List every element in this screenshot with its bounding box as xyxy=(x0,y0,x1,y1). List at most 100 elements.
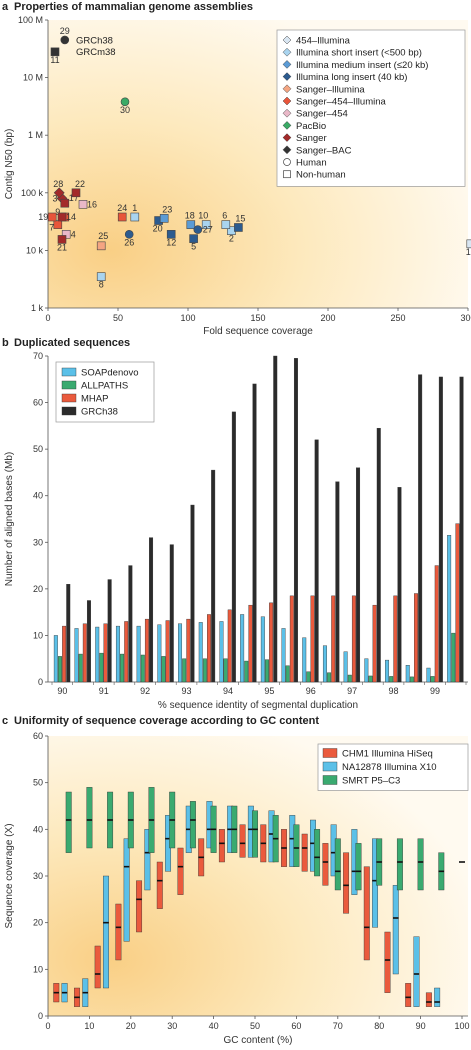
panel-c-x-tick-label: 100 xyxy=(454,1021,469,1031)
panel-c-box xyxy=(218,829,225,863)
panel-a-point-label: 4 xyxy=(71,229,76,239)
panel-c-y-tick-label: 10 xyxy=(33,964,43,974)
panel-c-legend-swatch xyxy=(322,761,338,772)
panel-c-y-label: Sequence coverage (X) xyxy=(4,823,15,928)
panel-b-bar xyxy=(140,654,145,683)
panel-b-bar xyxy=(376,427,381,683)
panel-c-x-tick-label: 50 xyxy=(250,1021,260,1031)
panel-a-point-label: 2 xyxy=(229,234,234,244)
panel-a-point xyxy=(60,35,70,45)
panel-b-x-tick-label: 95 xyxy=(264,686,274,696)
panel-b-x-tick-label: 93 xyxy=(182,686,192,696)
panel-b-bar xyxy=(186,618,191,683)
panel-c-x-tick-label: 20 xyxy=(126,1021,136,1031)
panel-a-point-label: 14 xyxy=(66,212,76,222)
panel-a-title: Properties of mammalian genome assemblie… xyxy=(14,1,253,13)
panel-a-annotation: GRCm38 xyxy=(76,47,116,58)
panel-c-box xyxy=(413,936,420,1007)
panel-c-x-tick-label: 30 xyxy=(167,1021,177,1031)
panel-b-bar xyxy=(302,637,307,683)
panel-b-legend-label: SOAPdenovo xyxy=(81,368,139,379)
panel-b-y-tick-label: 50 xyxy=(33,444,43,454)
panel-c-box xyxy=(363,866,370,961)
panel-a-legend-label: Sanger xyxy=(296,133,327,144)
panel-b-bar xyxy=(211,469,216,683)
panel-b-x-tick-label: 90 xyxy=(57,686,67,696)
panel-c-box xyxy=(314,829,321,877)
panel-a-legend-label: Illumina medium insert (≤20 kb) xyxy=(296,60,428,71)
panel-b-bar xyxy=(372,604,377,683)
panel-c-box xyxy=(293,824,300,867)
panel-c-x-tick-label: 60 xyxy=(291,1021,301,1031)
panel-a-legend-label: Sanger–Illumina xyxy=(296,84,365,95)
panel-a-legend-label: Non-human xyxy=(296,170,346,181)
panel-b-bar xyxy=(273,355,278,683)
panel-c-box xyxy=(94,945,101,989)
panel-a-point-label: 8 xyxy=(99,280,104,290)
panel-b-bar xyxy=(103,623,108,683)
panel-a-point-label: 20 xyxy=(153,224,163,234)
panel-a-y-label: Contig N50 (bp) xyxy=(4,129,15,200)
panel-a-point xyxy=(124,230,134,239)
panel-a-point xyxy=(193,225,203,234)
panel-b-bar xyxy=(347,674,352,683)
panel-a-letter: a xyxy=(2,1,9,13)
panel-a-point xyxy=(78,200,88,209)
panel-b-legend-swatch xyxy=(61,393,77,403)
panel-b-bar xyxy=(331,595,336,683)
panel-a-point-label: 12 xyxy=(166,237,176,247)
panel-b-bar xyxy=(426,667,431,683)
panel-b-bar xyxy=(269,602,274,683)
panel-c-x-tick-label: 10 xyxy=(84,1021,94,1031)
panel-c-x-tick-label: 0 xyxy=(45,1021,50,1031)
panel-b-bar xyxy=(178,623,183,683)
panel-c-box xyxy=(392,885,399,975)
panel-a-y-tick-label: 1 k xyxy=(31,303,44,313)
panel-b-x-tick-label: 96 xyxy=(306,686,316,696)
panel-b-bar xyxy=(128,565,133,683)
panel-a-point xyxy=(189,234,198,243)
panel-b-bar xyxy=(207,614,211,683)
panel-a-point xyxy=(71,188,81,198)
panel-b-x-tick-label: 94 xyxy=(223,686,233,696)
panel-c-legend-swatch xyxy=(322,748,338,758)
panel-b-bar xyxy=(248,604,253,683)
panel-b-bar xyxy=(144,618,149,683)
panel-a-legend-swatch xyxy=(282,84,292,94)
panel-b-x-tick-label: 98 xyxy=(389,686,399,696)
panel-a-point xyxy=(47,212,57,222)
panel-c-box xyxy=(156,861,163,909)
panel-b-bar xyxy=(293,358,298,683)
panel-a-x-tick-label: 50 xyxy=(113,313,123,323)
panel-a-x-tick-label: 0 xyxy=(45,313,50,323)
panel-c-box xyxy=(425,992,432,1007)
panel-a-axes: 0 50 100 150 200 250 300 1 k 10 k 100 k 1 M 10 M 100… xyxy=(4,15,471,337)
panel-b-bar xyxy=(306,671,311,683)
panel-a-legend-shape xyxy=(283,158,291,166)
panel-c-box xyxy=(396,838,403,891)
panel-c-box xyxy=(144,829,151,891)
panel-a-legend-swatch xyxy=(282,133,292,142)
panel-c-y-tick-label: 30 xyxy=(33,871,43,881)
panel-c-x-tick-label: 40 xyxy=(209,1021,219,1031)
panel-a-point-label: 22 xyxy=(75,179,85,189)
panel-c-boxes xyxy=(53,787,465,1007)
panel-b-legend-swatch xyxy=(61,380,77,390)
panel-a-point-label: 19 xyxy=(38,212,48,222)
panel-a-point xyxy=(53,187,65,199)
panel-a-point-label: 7 xyxy=(49,223,54,233)
panel-b-bar xyxy=(58,656,62,683)
panel-b-y-tick-label: 70 xyxy=(33,351,43,361)
panel-a-legend-shape xyxy=(283,170,291,179)
panel-a-y-tick-label: 100 k xyxy=(21,188,44,198)
panel-a-point-label: 5 xyxy=(191,242,196,252)
panel-a-x-tick-label: 250 xyxy=(390,313,405,323)
panel-a-legend-label: Sanger–454 xyxy=(296,109,348,120)
panel-a-point xyxy=(120,97,130,107)
panel-b-x-tick-label: 97 xyxy=(347,686,357,696)
panel-b-bar xyxy=(364,658,369,683)
panel-b-bar xyxy=(202,658,207,683)
panel-a-legend-label: Sanger–BAC xyxy=(296,145,352,156)
panel-a-legend-swatch xyxy=(282,121,292,130)
